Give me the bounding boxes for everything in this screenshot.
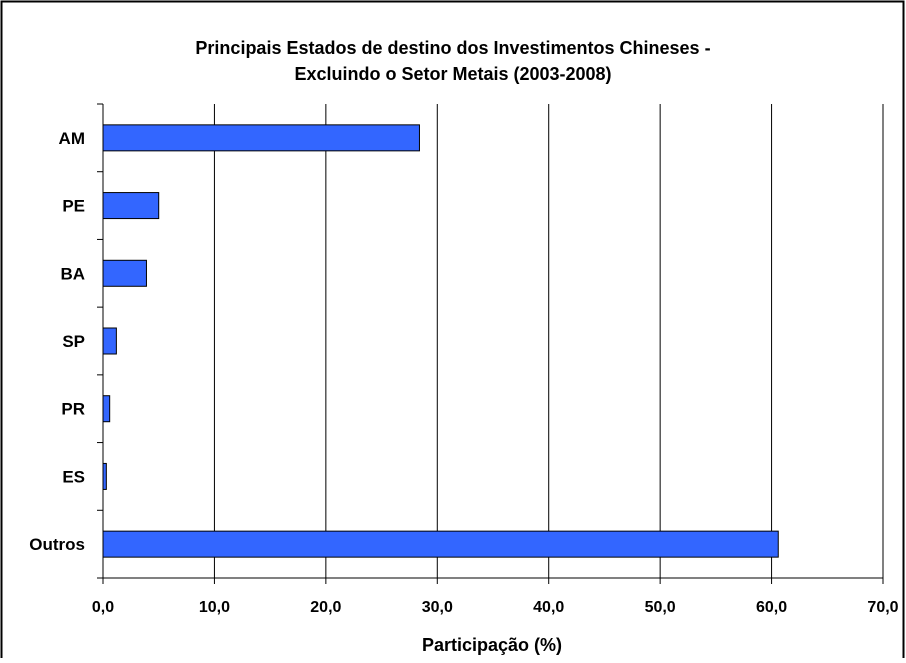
x-tick-label: 60,0 — [756, 599, 787, 616]
x-tick-label: 40,0 — [533, 599, 564, 616]
bar-sp — [102, 327, 117, 355]
bar-es — [102, 462, 107, 490]
bar-outros — [102, 530, 779, 558]
bar-am — [102, 124, 420, 152]
x-tick-label: 50,0 — [645, 599, 676, 616]
chart-title-line-2: Excluindo o Setor Metais (2003-2008) — [294, 64, 611, 84]
category-label: PR — [61, 400, 85, 419]
category-label: SP — [62, 332, 85, 351]
bar-pe — [102, 192, 160, 220]
plot-area: AM PE BA SP PR ES Outros 0,0 10,0 20,0 30,0 40,0 50,… — [29, 103, 899, 616]
x-tick-label: 20,0 — [310, 599, 341, 616]
x-axis-title: Participação (%) — [422, 635, 562, 655]
x-tick-label: 70,0 — [867, 599, 898, 616]
category-label: ES — [62, 467, 85, 486]
category-label: Outros — [29, 535, 85, 554]
chart-title-line-1: Principais Estados de destino dos Invest… — [195, 38, 710, 58]
x-tick-label: 0,0 — [92, 599, 114, 616]
bar-ba — [102, 259, 147, 287]
category-label: BA — [60, 264, 85, 283]
x-tick-label: 10,0 — [199, 599, 230, 616]
category-label: PE — [62, 197, 85, 216]
category-label: AM — [59, 129, 85, 148]
bar-pr — [102, 395, 111, 423]
x-tick-label: 30,0 — [422, 599, 453, 616]
